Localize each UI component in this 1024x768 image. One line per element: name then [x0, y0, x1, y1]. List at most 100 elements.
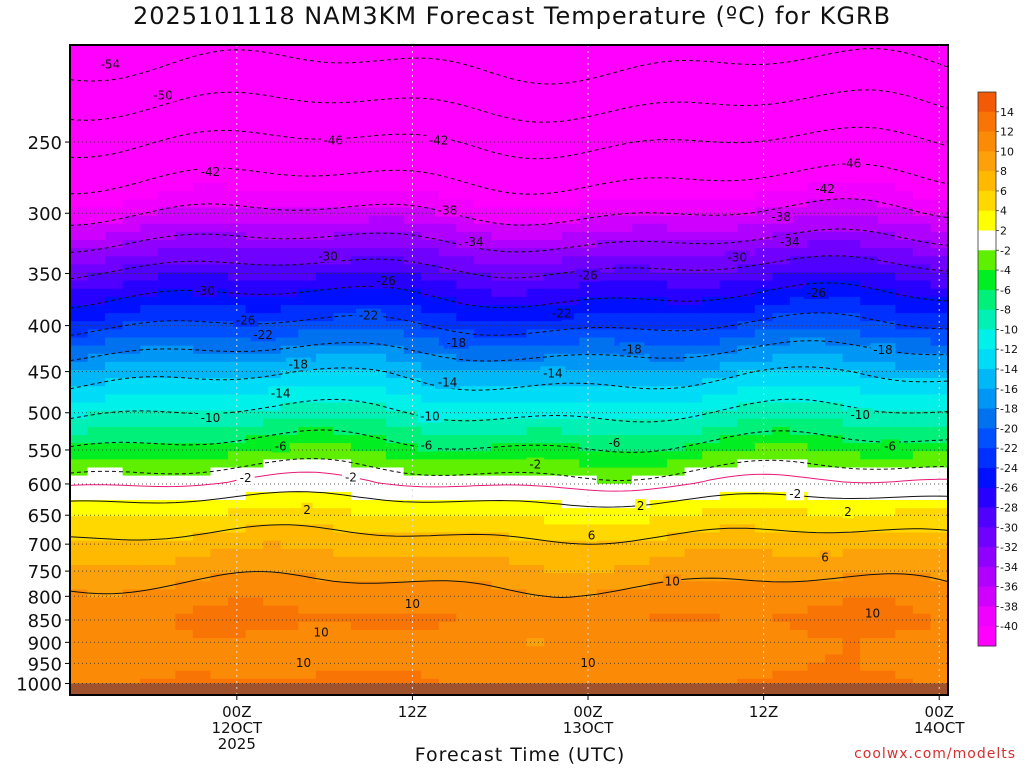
field-cell: [192, 329, 212, 339]
field-cell: [667, 248, 686, 257]
field-cell: [333, 118, 352, 127]
field-cell: [649, 337, 668, 347]
field-cell: [403, 313, 422, 322]
field-cell: [737, 646, 756, 655]
field-cell: [842, 589, 861, 599]
field-cell: [895, 451, 914, 460]
field-cell: [122, 321, 141, 330]
contour-label-bg: [97, 57, 123, 71]
field-cell: [280, 589, 299, 599]
field-cell: [245, 516, 264, 525]
field-cell: [702, 410, 721, 420]
field-cell: [491, 491, 510, 501]
field-cell: [895, 630, 914, 639]
field-cell: [860, 443, 879, 452]
field-cell: [895, 443, 914, 452]
field-cell: [614, 215, 633, 225]
field-cell: [509, 345, 528, 355]
field-cell: [895, 605, 914, 615]
field-cell: [210, 370, 229, 379]
field-cell: [175, 565, 194, 574]
field-cell: [421, 45, 440, 54]
field-cell: [298, 589, 317, 599]
field-cell: [631, 573, 651, 582]
field-cell: [561, 166, 580, 176]
field-cell: [930, 386, 949, 395]
field-cell: [667, 215, 686, 225]
field-cell: [157, 175, 176, 184]
field-cell: [754, 313, 773, 322]
field-cell: [702, 589, 721, 599]
field-cell: [895, 329, 914, 339]
field-cell: [772, 500, 791, 509]
field-cell: [368, 524, 387, 534]
field-cell: [912, 451, 932, 460]
field-cell: [807, 678, 826, 688]
field-cell: [192, 175, 212, 184]
contour-label: -26: [806, 286, 826, 300]
field-cell: [719, 345, 738, 355]
field-cell: [228, 93, 247, 103]
field-cell: [438, 305, 457, 314]
field-cell: [860, 199, 879, 209]
field-cell: [263, 215, 282, 225]
field-cell: [456, 573, 475, 582]
field-cell: [667, 93, 686, 103]
field-cell: [192, 589, 212, 599]
field-cell: [772, 223, 791, 233]
field-cell: [228, 662, 247, 672]
field-cell: [842, 524, 861, 534]
field-cell: [737, 345, 756, 355]
field-cell: [175, 329, 194, 339]
field-cell: [403, 118, 422, 127]
field-cell: [245, 199, 264, 209]
field-cell: [895, 288, 914, 298]
field-cell: [807, 329, 826, 339]
field-cell: [684, 45, 703, 54]
field-cell: [789, 85, 809, 95]
field-cell: [298, 175, 317, 184]
field-cell: [544, 621, 563, 631]
y-tick-label: 500: [28, 404, 62, 425]
field-cell: [280, 548, 299, 558]
field-cell: [825, 524, 844, 534]
field-cell: [842, 638, 861, 647]
field-cell: [596, 240, 615, 249]
field-cell: [825, 475, 844, 485]
field-cell: [877, 118, 896, 127]
field-cell: [544, 597, 563, 607]
field-cell: [421, 296, 440, 306]
field-cell: [544, 435, 563, 444]
field-cell: [807, 110, 826, 119]
field-cell: [70, 45, 89, 54]
field-cell: [491, 630, 510, 639]
field-cell: [877, 272, 896, 282]
field-cell: [333, 175, 352, 184]
field-cell: [895, 223, 914, 233]
field-cell: [245, 483, 264, 493]
field-cell: [649, 126, 668, 135]
field-cell: [157, 215, 176, 225]
contour-label-bg: [341, 470, 360, 484]
field-cell: [210, 386, 229, 395]
field-cell: [825, 53, 844, 62]
field-cell: [228, 134, 247, 144]
field-cell: [649, 605, 668, 615]
contour-label: -30: [318, 249, 338, 263]
field-cell: [350, 272, 370, 282]
field-cell: [122, 418, 141, 428]
field-cell: [807, 77, 826, 87]
field-cell: [842, 459, 861, 469]
field-cell: [895, 85, 914, 95]
field-cell: [631, 459, 651, 469]
field-cell: [228, 426, 247, 436]
field-cell: [596, 467, 615, 477]
field-cell: [368, 646, 387, 655]
field-cell: [772, 191, 791, 200]
field-cell: [333, 353, 352, 363]
contour-label: -2: [345, 470, 357, 484]
field-cell: [667, 597, 686, 607]
field-cell: [473, 175, 493, 184]
field-cell: [263, 483, 282, 493]
field-cell: [70, 353, 89, 363]
